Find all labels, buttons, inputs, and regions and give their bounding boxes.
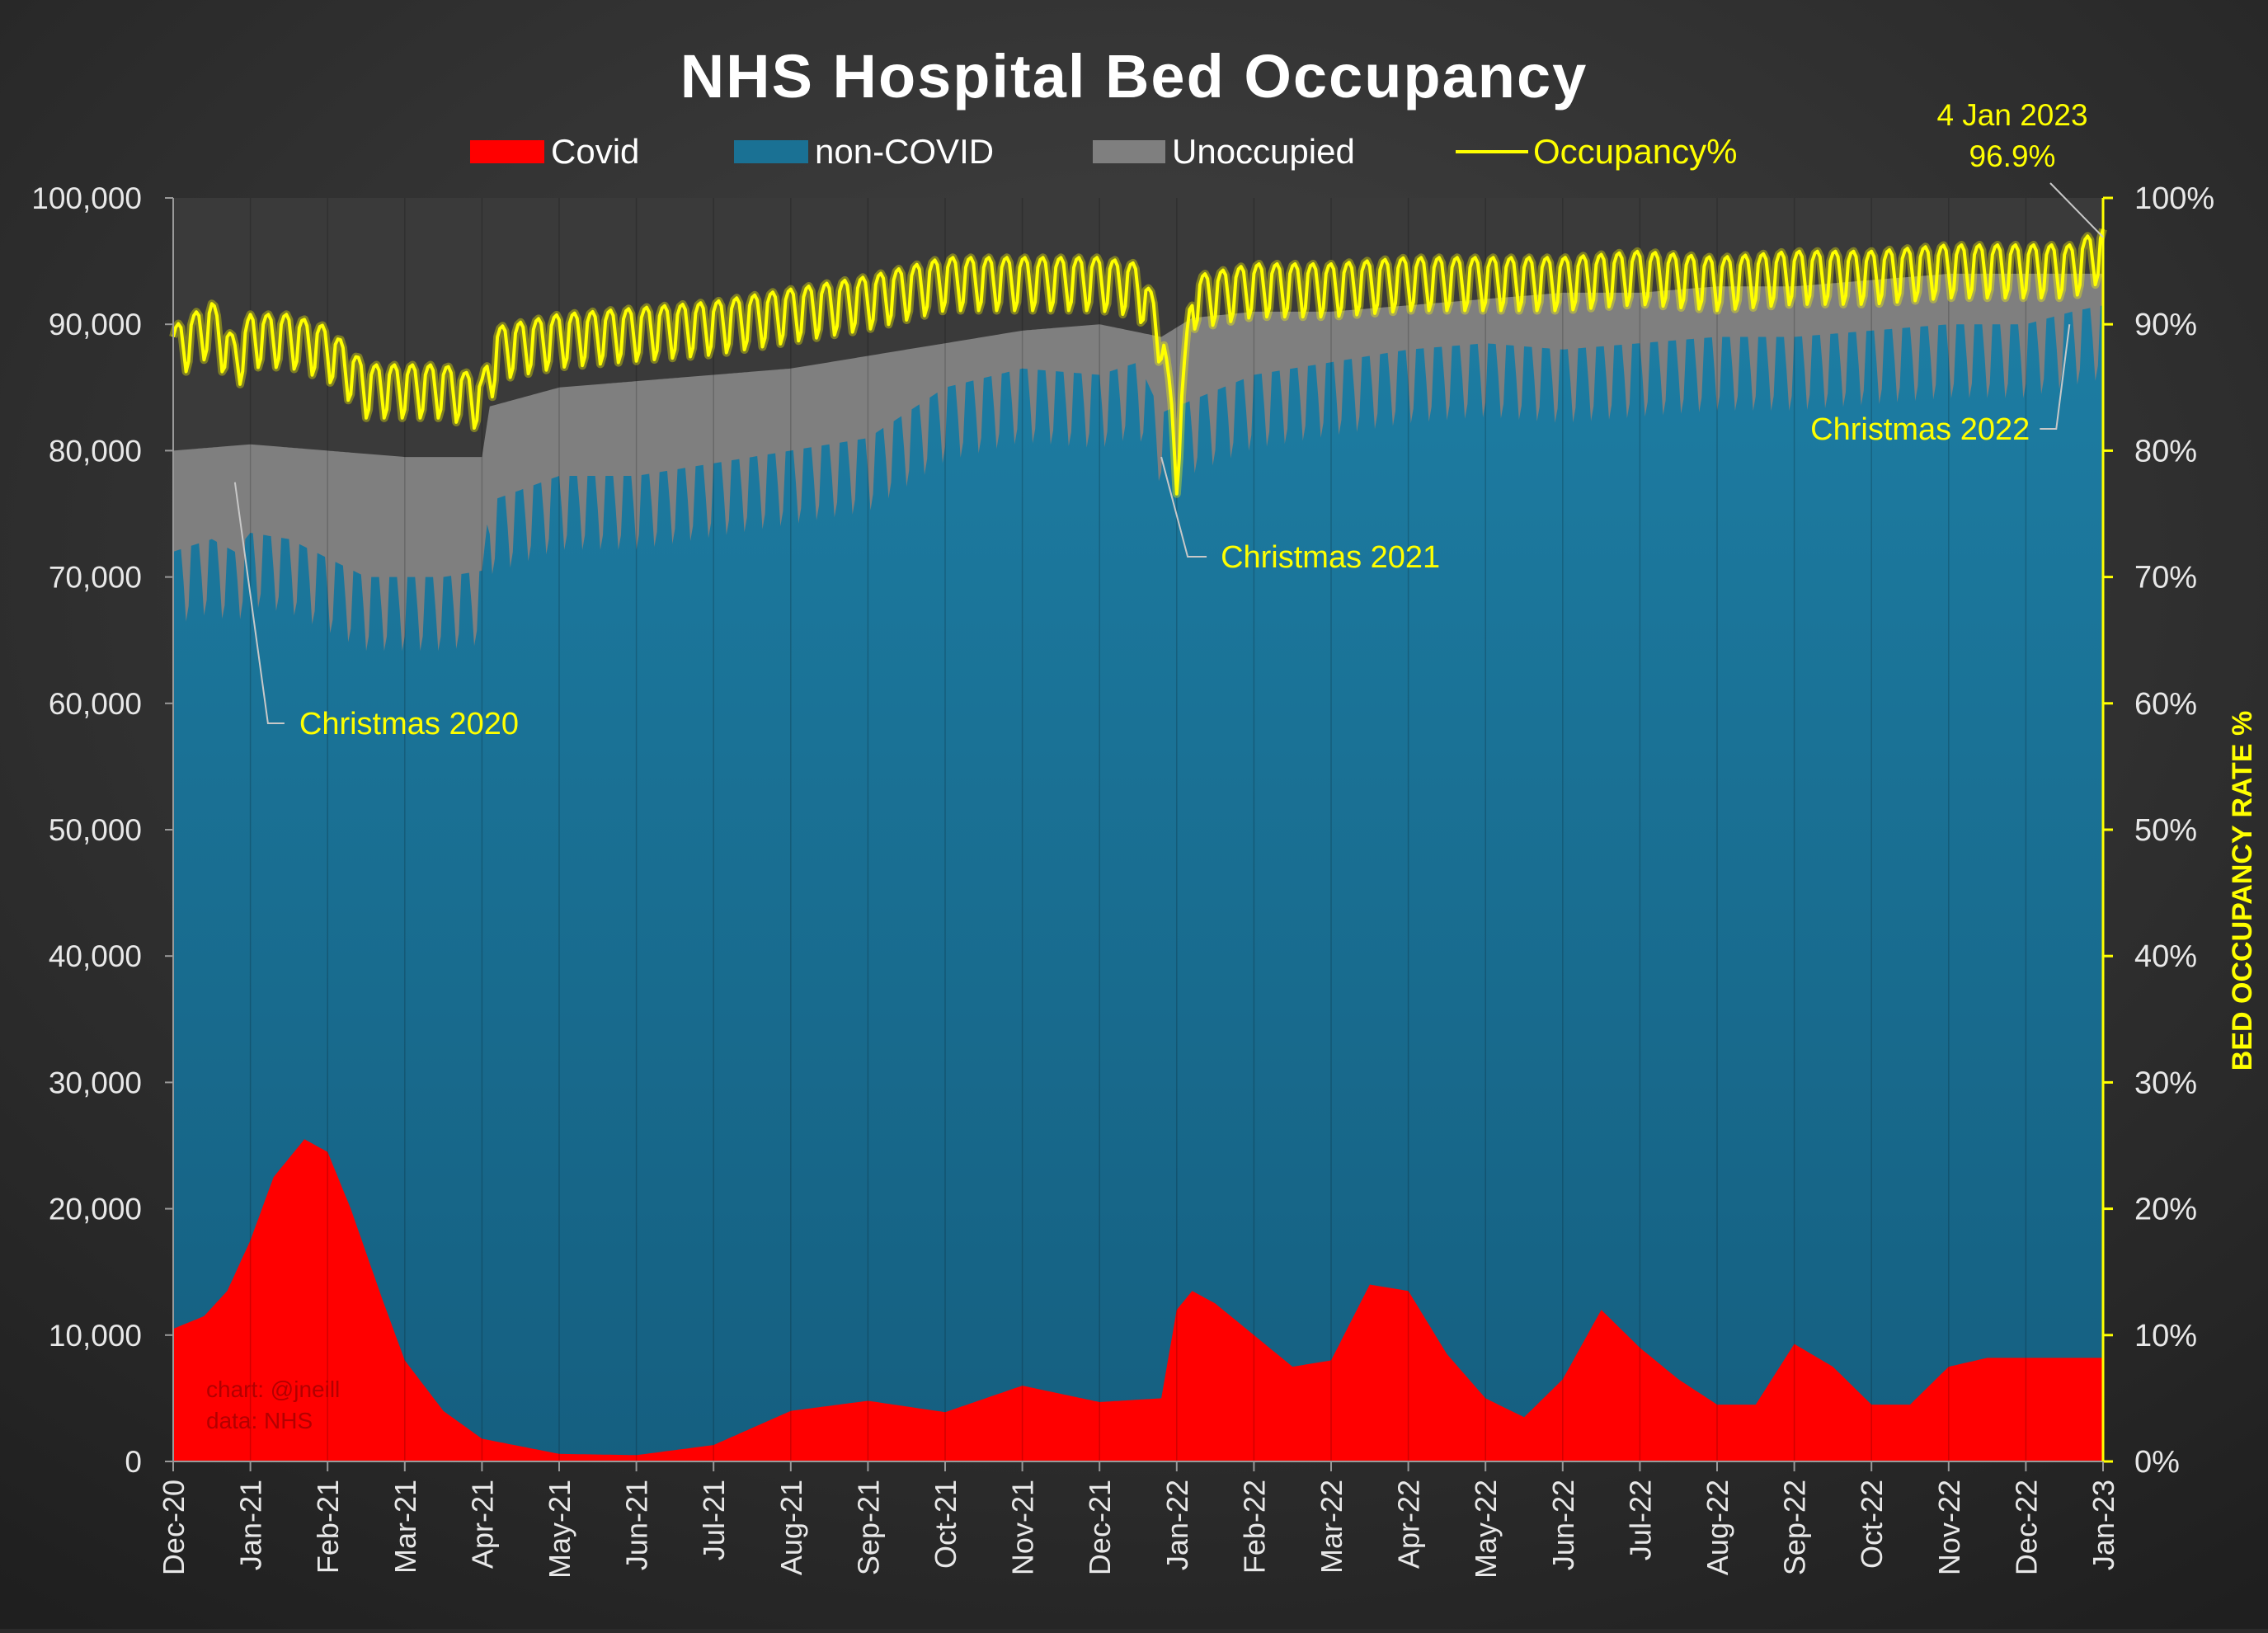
- right-tick-label: 40%: [2134, 939, 2197, 974]
- right-tick-label: 90%: [2134, 308, 2197, 342]
- left-tick-label: 0: [125, 1445, 142, 1479]
- non-covid-area: [173, 305, 2103, 1462]
- left-tick-label: 90,000: [49, 308, 142, 341]
- x-tick-label: Jun-21: [620, 1480, 654, 1570]
- right-tick-label: 80%: [2134, 434, 2197, 468]
- x-tick-label: Dec-22: [2009, 1480, 2043, 1575]
- x-tick-label: Oct-21: [929, 1480, 962, 1569]
- annotation-latest-value: 96.9%: [1969, 139, 2056, 173]
- x-tick-label: May-22: [1469, 1480, 1503, 1579]
- left-tick-label: 20,000: [49, 1193, 142, 1226]
- annotation-leader: [1160, 456, 1207, 558]
- left-tick-label: 10,000: [49, 1319, 142, 1353]
- left-tick-label: 80,000: [49, 434, 142, 468]
- credit-data: data: NHS: [206, 1408, 313, 1433]
- x-tick-label: Mar-21: [388, 1480, 422, 1574]
- x-tick-label: Mar-22: [1315, 1480, 1348, 1574]
- x-tick-label: Nov-21: [1006, 1480, 1040, 1575]
- credit-chart: chart: @jneill: [206, 1377, 340, 1402]
- x-tick-label: Jan-21: [234, 1480, 268, 1570]
- right-tick-label: 10%: [2134, 1319, 2197, 1353]
- x-tick-label: Nov-22: [1932, 1480, 1966, 1575]
- chart-title: NHS Hospital Bed Occupancy: [680, 42, 1588, 111]
- x-tick-label: Sep-21: [851, 1480, 885, 1575]
- right-tick-label: 100%: [2134, 181, 2214, 216]
- left-tick-label: 70,000: [49, 561, 142, 595]
- x-tick-label: Feb-21: [311, 1480, 345, 1574]
- x-tick-label: May-21: [543, 1480, 576, 1579]
- annotation-christmas-2020: Christmas 2020: [299, 707, 519, 741]
- right-tick-label: 0%: [2134, 1445, 2180, 1480]
- x-tick-label: Aug-22: [1701, 1480, 1734, 1575]
- x-tick-label: Dec-20: [157, 1480, 191, 1575]
- right-axis-title: BED OCCUPANCY RATE %: [2227, 711, 2258, 1071]
- x-tick-label: Jul-21: [697, 1480, 731, 1560]
- right-tick-label: 60%: [2134, 687, 2197, 722]
- legend-label[interactable]: Occupancy%: [1533, 132, 1737, 171]
- x-tick-label: Aug-21: [774, 1480, 808, 1575]
- x-tick-label: Apr-21: [465, 1480, 499, 1569]
- covid-area: [173, 1139, 2103, 1461]
- left-tick-label: 40,000: [49, 939, 142, 973]
- annotation-leader: [233, 482, 285, 724]
- x-tick-label: Sep-22: [1778, 1480, 1812, 1575]
- annotation-leader: [2049, 182, 2104, 238]
- annotation-latest-date: 4 Jan 2023: [1936, 98, 2087, 132]
- x-tick-label: Dec-21: [1083, 1480, 1117, 1575]
- occupancy-line: [172, 228, 2105, 496]
- left-tick-label: 100,000: [31, 181, 142, 215]
- x-tick-label: Apr-22: [1392, 1480, 1426, 1569]
- annotation-christmas-2022: Christmas 2022: [1810, 412, 2030, 447]
- legend-swatch[interactable]: [470, 140, 544, 163]
- right-tick-label: 70%: [2134, 561, 2197, 595]
- right-tick-label: 50%: [2134, 813, 2197, 848]
- x-tick-label: Feb-22: [1237, 1480, 1271, 1574]
- annotation-leader: [2040, 324, 2071, 430]
- x-tick-label: Oct-22: [1855, 1480, 1889, 1569]
- legend-label[interactable]: non-COVID: [815, 132, 994, 171]
- x-tick-label: Jan-22: [1160, 1480, 1194, 1570]
- left-tick-label: 30,000: [49, 1066, 142, 1099]
- right-tick-label: 20%: [2134, 1193, 2197, 1227]
- legend-label[interactable]: Covid: [551, 132, 639, 171]
- left-tick-label: 50,000: [49, 813, 142, 847]
- left-tick-label: 60,000: [49, 687, 142, 721]
- x-tick-label: Jul-22: [1623, 1480, 1657, 1560]
- legend-swatch[interactable]: [734, 140, 808, 163]
- legend-label[interactable]: Unoccupied: [1172, 132, 1355, 171]
- legend-swatch[interactable]: [1093, 140, 1165, 163]
- right-tick-label: 30%: [2134, 1066, 2197, 1100]
- annotation-christmas-2021: Christmas 2021: [1221, 540, 1440, 575]
- x-tick-label: Jan-23: [2087, 1480, 2120, 1570]
- x-tick-label: Jun-22: [1546, 1480, 1580, 1570]
